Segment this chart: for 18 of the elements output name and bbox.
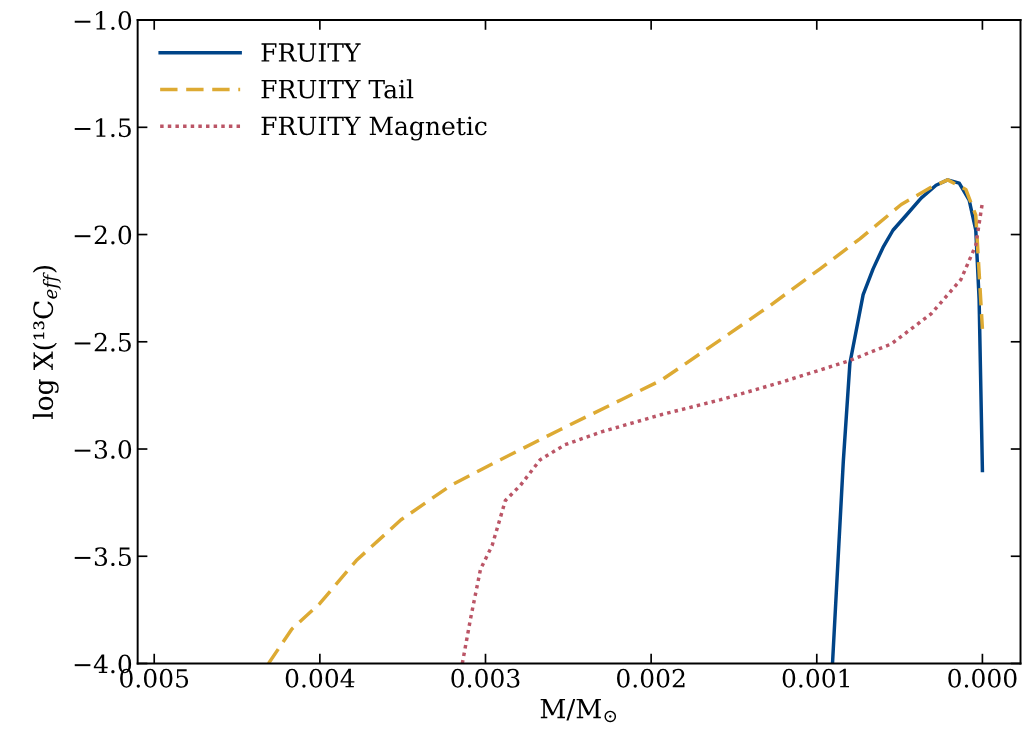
y-tick-label: −3.5: [74, 547, 131, 567]
x-axis-title: M/M$_{⊙}$: [540, 698, 617, 723]
y-tick-label: −1.5: [74, 118, 131, 138]
y-tick-label: −2.0: [74, 225, 132, 245]
legend-label: FRUITY Magnetic: [261, 116, 487, 141]
line-series: [266, 178, 985, 664]
legend-label: FRUITY Tail: [261, 79, 414, 99]
y-tick-label: −1.0: [74, 11, 132, 30]
x-tick-label: 0.004: [285, 668, 355, 688]
y-tick-label: −2.5: [74, 332, 131, 352]
x-tick-label: 0.002: [617, 668, 685, 688]
line-series: [830, 178, 985, 664]
x-tick-label: 0.003: [451, 668, 520, 688]
x-tick-label: 0.001: [782, 668, 850, 688]
x-tick-label: 0.000: [948, 668, 1017, 688]
y-tick-label: −3.0: [74, 439, 132, 459]
legend-label: FRUITY: [261, 43, 361, 62]
y-axis-title: log X(¹³C$_{eff}$): [32, 265, 61, 419]
